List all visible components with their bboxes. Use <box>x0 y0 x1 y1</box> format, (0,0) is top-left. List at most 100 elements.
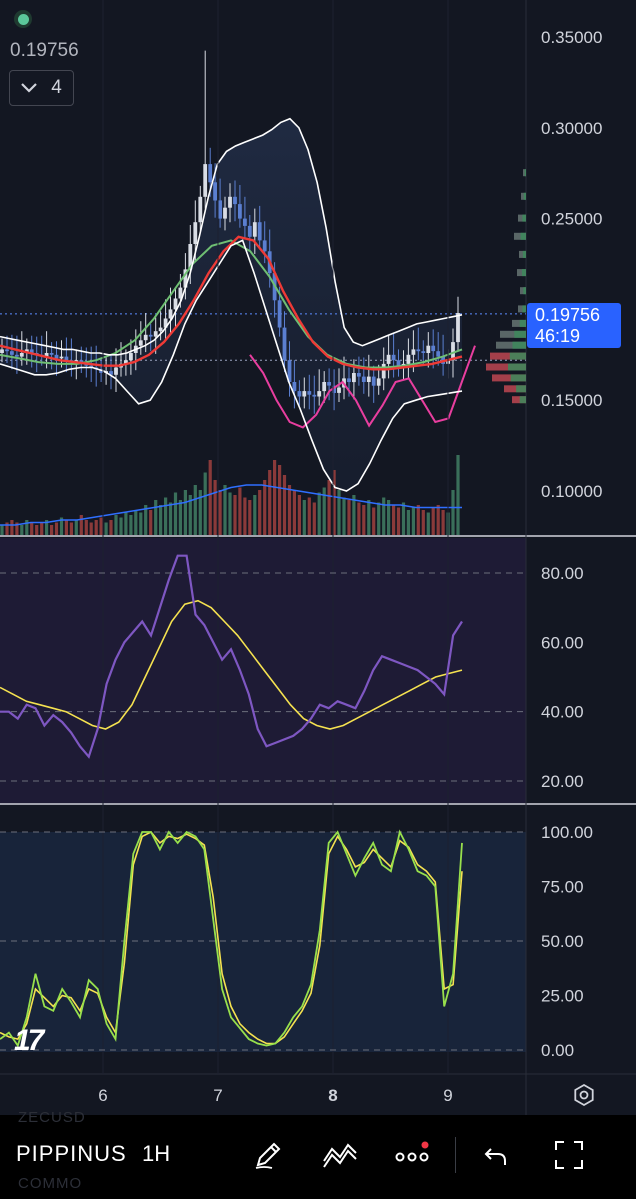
volume-profile-bar <box>519 250 526 258</box>
ghost-symbol-bottom: COMMO <box>18 1175 83 1192</box>
time-axis-tick: 9 <box>443 1086 452 1105</box>
volume-bar <box>228 492 232 535</box>
tradingview-logo[interactable]: 17 <box>14 1024 44 1057</box>
volume-bar <box>89 522 93 535</box>
bollinger-lower-line <box>0 239 463 492</box>
candle-body <box>411 349 416 355</box>
volume-bar <box>426 512 430 535</box>
volume-bar <box>292 490 296 535</box>
candle-body <box>49 353 54 355</box>
volume-profile-bar-up <box>523 287 526 295</box>
symbol-selector[interactable]: PIPPINUS <box>16 1141 127 1166</box>
fullscreen-icon[interactable] <box>549 1135 589 1175</box>
stoch-pane-background <box>0 832 526 1052</box>
volume-bar <box>25 520 29 535</box>
volume-profile-bar-up <box>522 305 526 313</box>
volume-profile-bar-up <box>512 341 526 349</box>
ghost-symbol-top: ZECUSD <box>18 1109 86 1126</box>
volume-bar <box>248 500 252 535</box>
candle-body <box>247 225 252 237</box>
volume-profile-bar-up <box>519 319 526 327</box>
bollinger-upper-line <box>0 117 463 356</box>
volume-bar <box>297 495 301 535</box>
timeframe-selector[interactable]: 1H <box>142 1141 171 1166</box>
volume-profile-bar-up <box>521 269 526 277</box>
volume-bar <box>367 500 371 535</box>
stoch-axis-tick: 100.00 <box>541 823 593 842</box>
candle-body <box>198 196 203 223</box>
candle-body <box>178 287 183 299</box>
candle-body <box>421 351 426 353</box>
volume-profile-bar <box>500 330 526 338</box>
volume-bar <box>109 520 113 535</box>
market-status-icon[interactable] <box>14 10 32 28</box>
volume-bar <box>149 510 153 535</box>
volume-profile-bar-up <box>523 192 526 200</box>
volume-bar <box>223 485 227 535</box>
volume-bar <box>144 505 148 535</box>
candle-body <box>10 351 14 355</box>
volume-profile-bar-up <box>509 352 526 360</box>
volume-bar <box>456 455 460 535</box>
undo-icon[interactable] <box>476 1135 516 1175</box>
candle-body <box>44 353 49 357</box>
volume-bar <box>35 525 39 535</box>
volume-bar <box>406 510 410 535</box>
volume-profile-bar-up <box>520 232 526 240</box>
rsi-pane-background <box>0 538 526 803</box>
volume-bar <box>139 512 143 535</box>
indicators-toggle-button[interactable]: 4 <box>9 70 74 106</box>
candle-body <box>158 327 163 332</box>
volume-bar <box>451 490 455 535</box>
volume-bar <box>243 497 247 535</box>
candle-body <box>426 345 431 353</box>
candle-body <box>143 334 148 341</box>
candle-body <box>109 371 113 375</box>
volume-bar <box>342 497 346 535</box>
volume-bar <box>213 480 217 535</box>
volume-profile-bar-up <box>510 374 526 382</box>
volume-bar <box>168 502 173 535</box>
candle-body <box>129 353 133 361</box>
volume-bar <box>203 472 207 535</box>
rsi-axis-tick: 20.00 <box>541 772 584 791</box>
candle-body <box>64 356 69 361</box>
volume-bar <box>79 515 83 535</box>
volume-bar <box>362 505 366 535</box>
candle-body <box>332 385 336 393</box>
settings-hexagon-icon[interactable] <box>574 1083 594 1107</box>
volume-bar <box>208 460 212 535</box>
volume-bar <box>411 507 415 535</box>
volume-profile-bar <box>521 192 526 200</box>
volume-profile-bar-up <box>522 214 526 222</box>
price-pane[interactable] <box>0 0 526 1074</box>
volume-bar <box>94 520 98 535</box>
candle-body <box>99 369 103 373</box>
indicators-icon[interactable] <box>320 1135 360 1175</box>
volume-bar <box>421 510 425 535</box>
volume-bar <box>104 522 108 535</box>
stoch-pane[interactable] <box>0 829 526 1051</box>
more-options-icon[interactable] <box>392 1135 432 1175</box>
volume-bar <box>431 507 435 535</box>
volume-bar <box>15 522 19 535</box>
rsi-pane[interactable] <box>0 554 526 782</box>
volume-profile-bar <box>486 363 526 371</box>
indicators-count: 4 <box>51 77 62 98</box>
chart-canvas[interactable]: 0.350000.300000.250000.200000.150000.100… <box>0 0 636 1115</box>
time-axis-tick: 6 <box>98 1086 107 1105</box>
volume-bar <box>218 490 222 535</box>
price-axis-tick: 0.35000 <box>541 28 602 47</box>
volume-bar <box>263 480 267 535</box>
volume-bar <box>159 505 163 535</box>
candle-body <box>59 356 64 359</box>
candle-body <box>307 391 312 395</box>
volume-bar <box>40 522 44 535</box>
volume-profile-bar <box>518 305 526 313</box>
volume-bar <box>273 460 277 535</box>
candle-body <box>292 382 297 392</box>
stoch-axis-tick: 50.00 <box>541 932 584 951</box>
drawing-pen-icon[interactable] <box>248 1135 288 1175</box>
candle-body <box>302 391 307 397</box>
volume-bar <box>233 495 237 535</box>
